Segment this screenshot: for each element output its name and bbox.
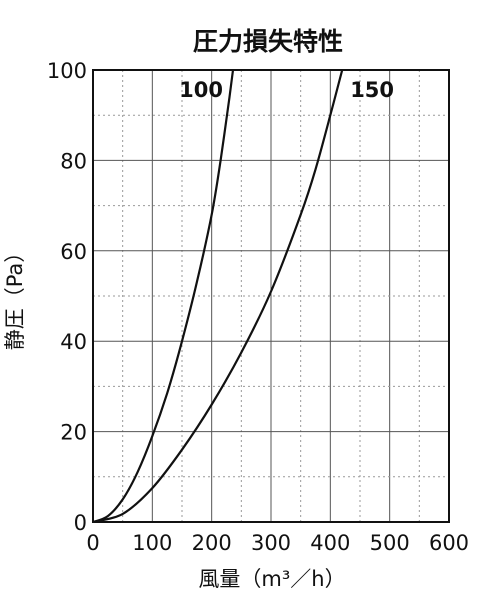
x-tick-label: 0 — [86, 531, 99, 555]
series-line-100 — [92, 69, 235, 524]
x-tick-label: 400 — [310, 531, 350, 555]
x-tick-label: 200 — [192, 531, 232, 555]
y-tick-label: 40 — [60, 330, 87, 354]
grid — [93, 70, 449, 522]
x-tick-label: 300 — [251, 531, 291, 555]
x-tick-label: 600 — [429, 531, 469, 555]
y-tick-labels: 0 20 40 60 80 100 — [47, 59, 87, 535]
y-tick-label: 100 — [47, 59, 87, 83]
series-labels: 100 150 — [179, 78, 394, 102]
y-axis-label: 静圧（Pa） — [3, 242, 27, 351]
curves — [92, 69, 344, 524]
x-tick-label: 500 — [370, 531, 410, 555]
chart-title: 圧力損失特性 — [193, 27, 343, 56]
series-label-150: 150 — [350, 78, 394, 102]
y-tick-label: 20 — [60, 421, 87, 445]
series-label-100: 100 — [179, 78, 223, 102]
y-tick-label: 80 — [60, 149, 87, 173]
y-tick-label: 0 — [74, 511, 87, 535]
plot-frame — [92, 69, 450, 523]
y-tick-label: 60 — [60, 240, 87, 264]
x-tick-labels: 0 100 200 300 400 500 600 — [86, 531, 469, 555]
x-axis-label: 風量（m³／h） — [198, 567, 345, 591]
series-line-150 — [92, 69, 344, 524]
x-tick-label: 100 — [132, 531, 172, 555]
